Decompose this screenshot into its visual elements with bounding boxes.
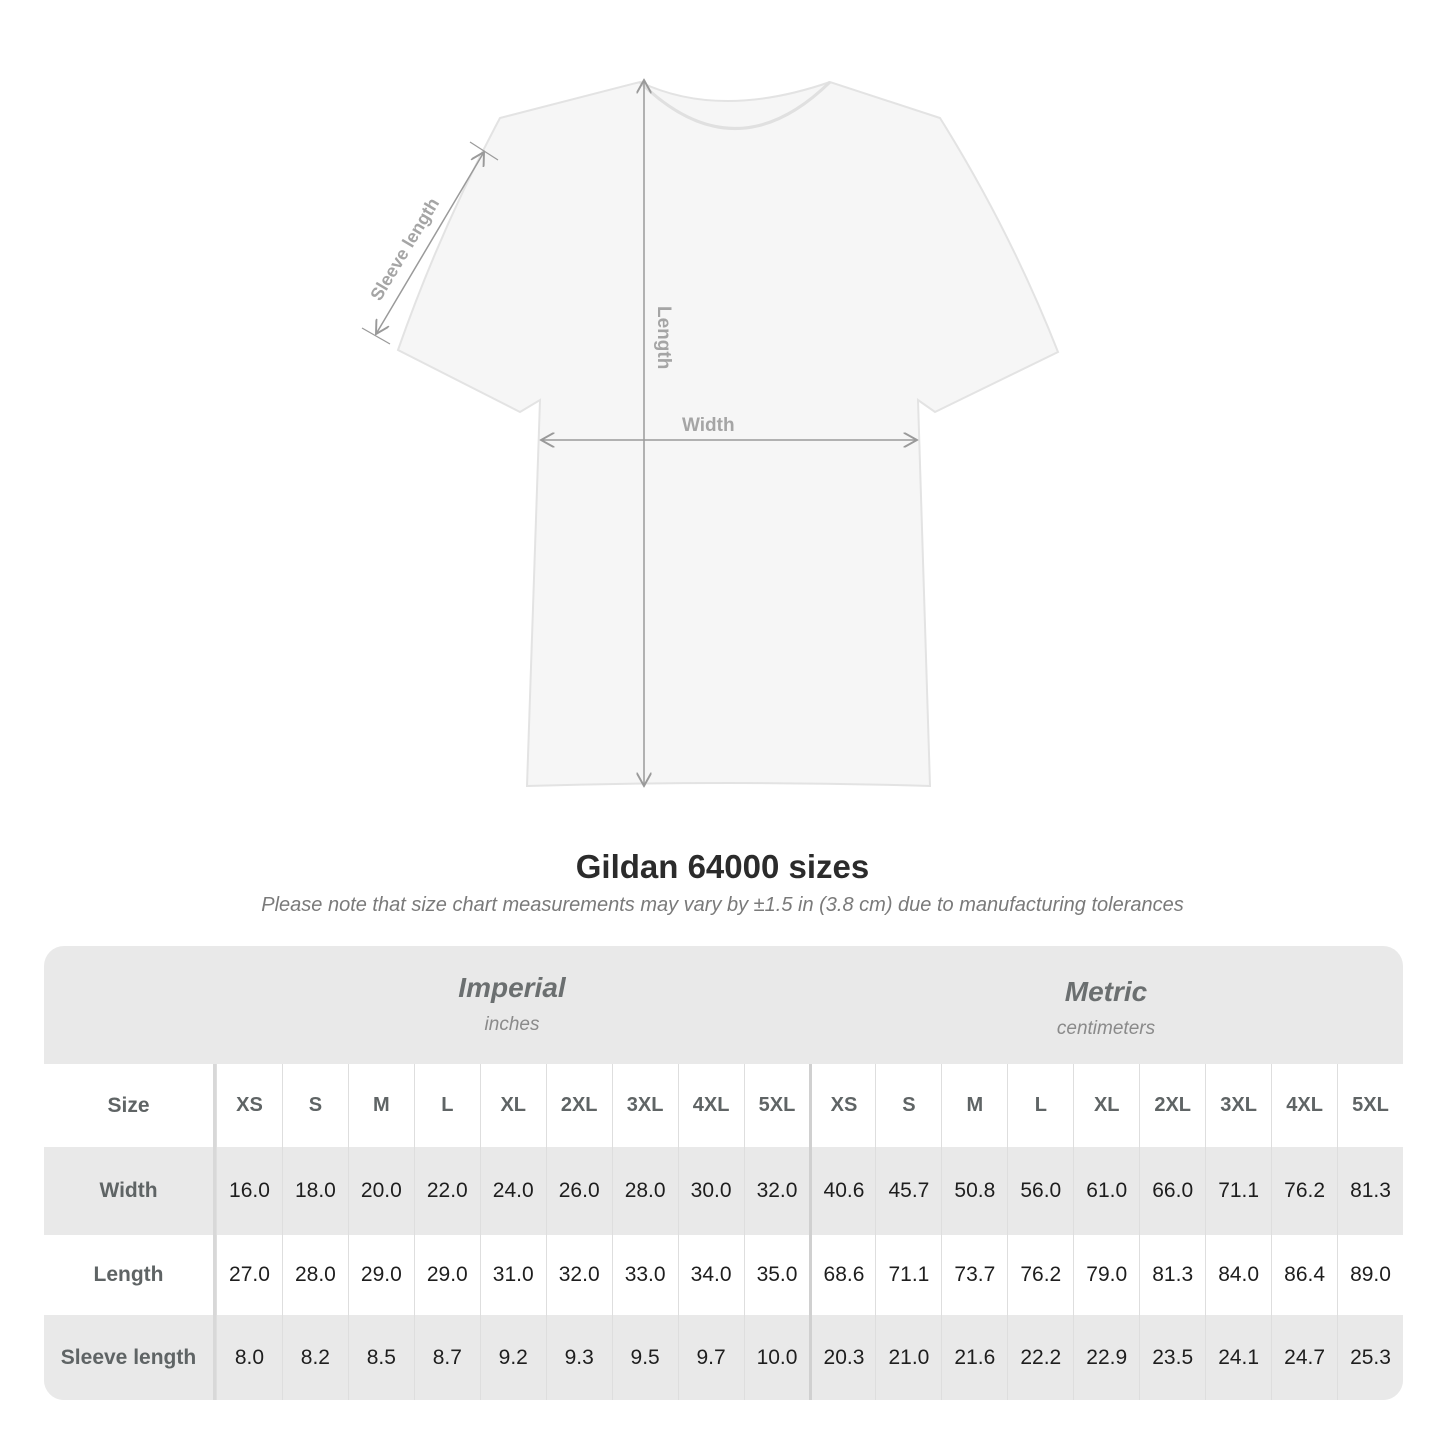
imperial-value-cell: 26.0 <box>545 1147 612 1235</box>
metric-value-cell: 50.8 <box>941 1147 1008 1235</box>
imperial-value-cell: 20.0 <box>347 1147 414 1235</box>
imperial-value-cell: 22.0 <box>413 1147 480 1235</box>
metric-size-s: S <box>875 1064 942 1147</box>
imperial-value-cell: 16.0 <box>216 1147 282 1235</box>
imperial-value-cell: 34.0 <box>677 1235 744 1315</box>
metric-value-cell: 89.0 <box>1337 1235 1403 1315</box>
metric-value-cell: 79.0 <box>1073 1235 1140 1315</box>
size-header-label: Size <box>44 1064 216 1147</box>
row-label: Width <box>44 1147 216 1235</box>
metric-value-cell: 22.9 <box>1073 1315 1140 1400</box>
imperial-value-cell: 24.0 <box>479 1147 546 1235</box>
imperial-value-cell: 27.0 <box>216 1235 282 1315</box>
metric-value-cell: 71.1 <box>875 1235 942 1315</box>
imperial-unit: inches <box>484 1014 540 1035</box>
imperial-value-cell: 8.5 <box>347 1315 414 1400</box>
metric-value-cell: 20.3 <box>809 1315 876 1400</box>
metric-value-cell: 21.0 <box>875 1315 942 1400</box>
metric-size-3xl: 3XL <box>1205 1064 1272 1147</box>
imperial-header: Imperial inches <box>216 946 808 1090</box>
imperial-size-s: S <box>281 1064 348 1147</box>
metric-value-cell: 22.2 <box>1007 1315 1074 1400</box>
row-label: Length <box>44 1235 216 1315</box>
imperial-size-l: L <box>413 1064 480 1147</box>
imperial-value-cell: 32.0 <box>743 1147 810 1235</box>
metric-value-cell: 81.3 <box>1337 1147 1403 1235</box>
metric-value-cell: 86.4 <box>1271 1235 1338 1315</box>
metric-value-cell: 73.7 <box>941 1235 1008 1315</box>
imperial-size-xs: XS <box>216 1064 282 1147</box>
imperial-value-cell: 29.0 <box>413 1235 480 1315</box>
imperial-value-cell: 9.2 <box>479 1315 546 1400</box>
metric-size-l: L <box>1007 1064 1074 1147</box>
metric-value-cell: 23.5 <box>1139 1315 1206 1400</box>
metric-value-cell: 21.6 <box>941 1315 1008 1400</box>
imperial-size-2xl: 2XL <box>545 1064 612 1147</box>
page-title: Gildan 64000 sizes <box>575 848 870 885</box>
metric-unit: centimeters <box>1056 1018 1156 1039</box>
imperial-value-cell: 29.0 <box>347 1235 414 1315</box>
metric-value-cell: 25.3 <box>1337 1315 1403 1400</box>
metric-value-cell: 61.0 <box>1073 1147 1140 1235</box>
metric-value-cell: 84.0 <box>1205 1235 1272 1315</box>
imperial-title: Imperial <box>458 972 566 1003</box>
metric-size-2xl: 2XL <box>1139 1064 1206 1147</box>
imperial-value-cell: 8.7 <box>413 1315 480 1400</box>
metric-value-cell: 71.1 <box>1205 1147 1272 1235</box>
imperial-size-m: M <box>347 1064 414 1147</box>
imperial-value-cell: 28.0 <box>611 1147 678 1235</box>
row-label: Sleeve length <box>44 1315 216 1400</box>
sleeve-arrow <box>376 152 484 334</box>
imperial-value-cell: 9.3 <box>545 1315 612 1400</box>
metric-value-cell: 76.2 <box>1007 1235 1074 1315</box>
metric-value-cell: 40.6 <box>809 1147 876 1235</box>
imperial-value-cell: 31.0 <box>479 1235 546 1315</box>
width-label: Width <box>682 415 735 436</box>
metric-value-cell: 24.1 <box>1205 1315 1272 1400</box>
imperial-value-cell: 32.0 <box>545 1235 612 1315</box>
metric-value-cell: 66.0 <box>1139 1147 1206 1235</box>
tolerance-note: Please note that size chart measurements… <box>261 894 1184 916</box>
imperial-value-cell: 10.0 <box>743 1315 810 1400</box>
size-table: Imperial inches Metric centimeters Size X… <box>44 946 1403 1400</box>
imperial-size-4xl: 4XL <box>677 1064 744 1147</box>
imperial-value-cell: 8.2 <box>281 1315 348 1400</box>
metric-size-4xl: 4XL <box>1271 1064 1338 1147</box>
size-grid: Size XS S M L XL 2XL 3XL 4XL 5XL XS S M L XL 2XL 3XL 4XL 5… <box>44 1064 1403 1400</box>
imperial-value-cell: 8.0 <box>216 1315 282 1400</box>
imperial-value-cell: 28.0 <box>281 1235 348 1315</box>
metric-value-cell: 56.0 <box>1007 1147 1074 1235</box>
metric-value-cell: 81.3 <box>1139 1235 1206 1315</box>
tshirt-diagram: Sleeve length Length Width <box>361 0 1060 820</box>
imperial-size-xl: XL <box>479 1064 546 1147</box>
metric-size-m: M <box>941 1064 1008 1147</box>
imperial-value-cell: 33.0 <box>611 1235 678 1315</box>
imperial-value-cell: 9.7 <box>677 1315 744 1400</box>
imperial-value-cell: 18.0 <box>281 1147 348 1235</box>
imperial-size-3xl: 3XL <box>611 1064 678 1147</box>
metric-size-xs: XS <box>809 1064 876 1147</box>
metric-value-cell: 24.7 <box>1271 1315 1338 1400</box>
metric-value-cell: 76.2 <box>1271 1147 1338 1235</box>
metric-value-cell: 45.7 <box>875 1147 942 1235</box>
imperial-value-cell: 30.0 <box>677 1147 744 1235</box>
metric-size-xl: XL <box>1073 1064 1140 1147</box>
imperial-value-cell: 35.0 <box>743 1235 810 1315</box>
metric-value-cell: 68.6 <box>809 1235 876 1315</box>
metric-size-5xl: 5XL <box>1337 1064 1403 1147</box>
metric-title: Metric <box>1064 976 1148 1007</box>
imperial-value-cell: 9.5 <box>611 1315 678 1400</box>
metric-header: Metric centimeters <box>809 946 1403 1094</box>
imperial-size-5xl: 5XL <box>743 1064 810 1147</box>
length-label: Length <box>653 306 674 369</box>
